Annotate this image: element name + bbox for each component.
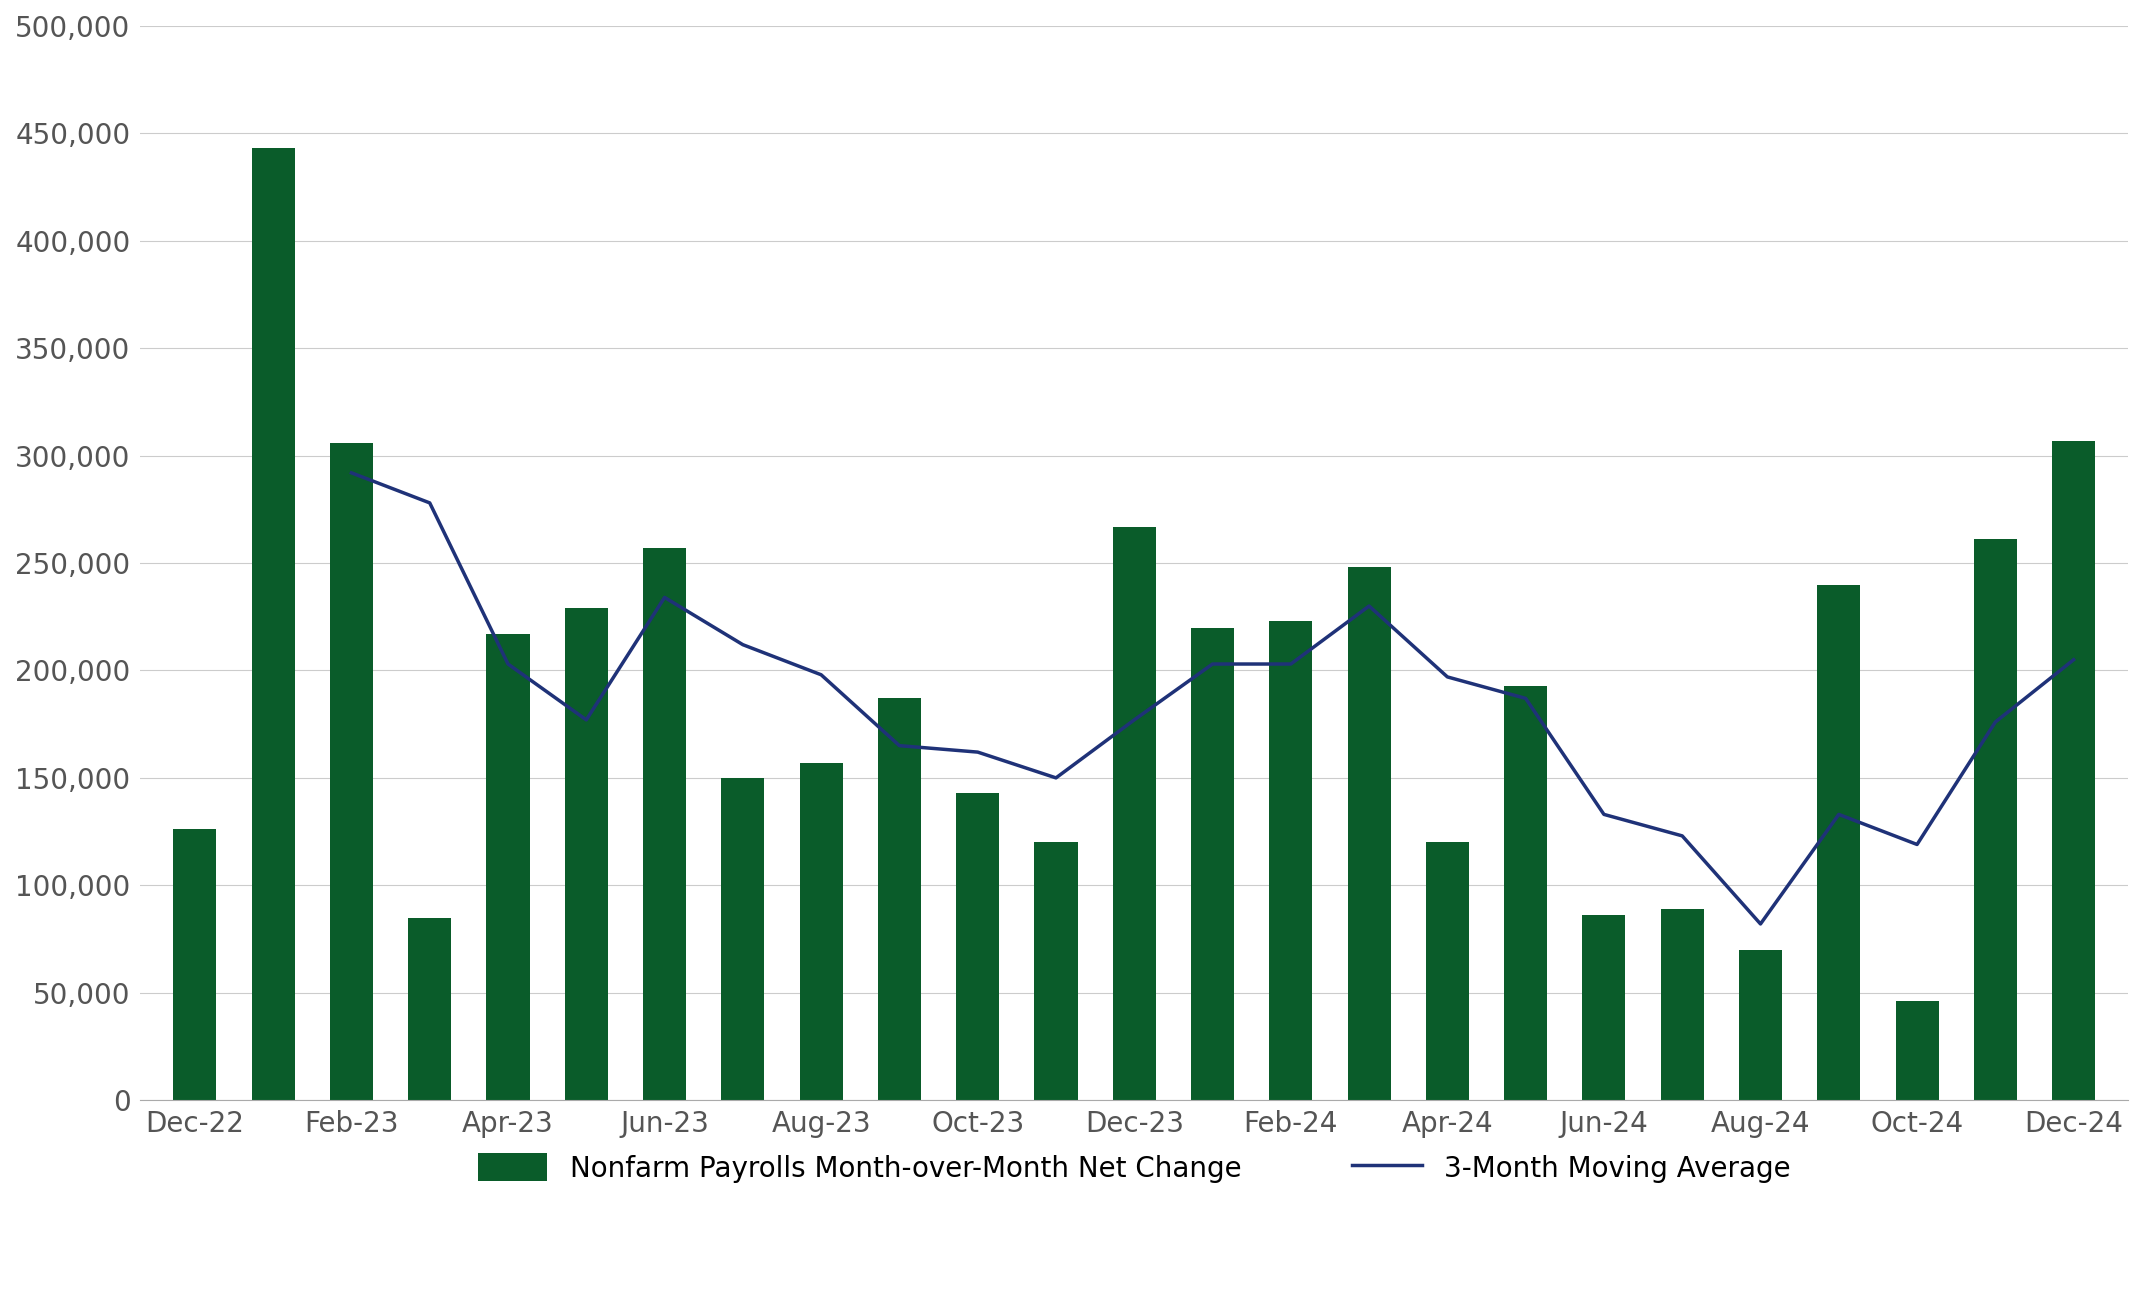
Bar <box>1348 567 1391 1100</box>
Bar <box>2053 440 2095 1100</box>
Bar <box>799 763 842 1100</box>
Bar <box>1505 686 1548 1100</box>
Bar <box>487 634 530 1100</box>
Bar <box>1973 540 2016 1100</box>
Legend: Nonfarm Payrolls Month-over-Month Net Change, 3-Month Moving Average: Nonfarm Payrolls Month-over-Month Net Ch… <box>466 1141 1801 1194</box>
Bar <box>1816 585 1859 1100</box>
Bar <box>1035 842 1078 1100</box>
Bar <box>644 547 687 1100</box>
Bar <box>1112 527 1155 1100</box>
Bar <box>1582 915 1625 1100</box>
Bar <box>1192 627 1235 1100</box>
Bar <box>878 698 921 1100</box>
Bar <box>251 148 294 1100</box>
Bar <box>1426 842 1469 1100</box>
Bar <box>174 829 217 1100</box>
Bar <box>1269 621 1312 1100</box>
Bar <box>565 608 608 1100</box>
Bar <box>1896 1002 1939 1100</box>
Bar <box>955 793 998 1100</box>
Bar <box>721 778 764 1100</box>
Bar <box>408 918 451 1100</box>
Bar <box>331 443 374 1100</box>
Bar <box>1739 950 1782 1100</box>
Bar <box>1660 909 1705 1100</box>
